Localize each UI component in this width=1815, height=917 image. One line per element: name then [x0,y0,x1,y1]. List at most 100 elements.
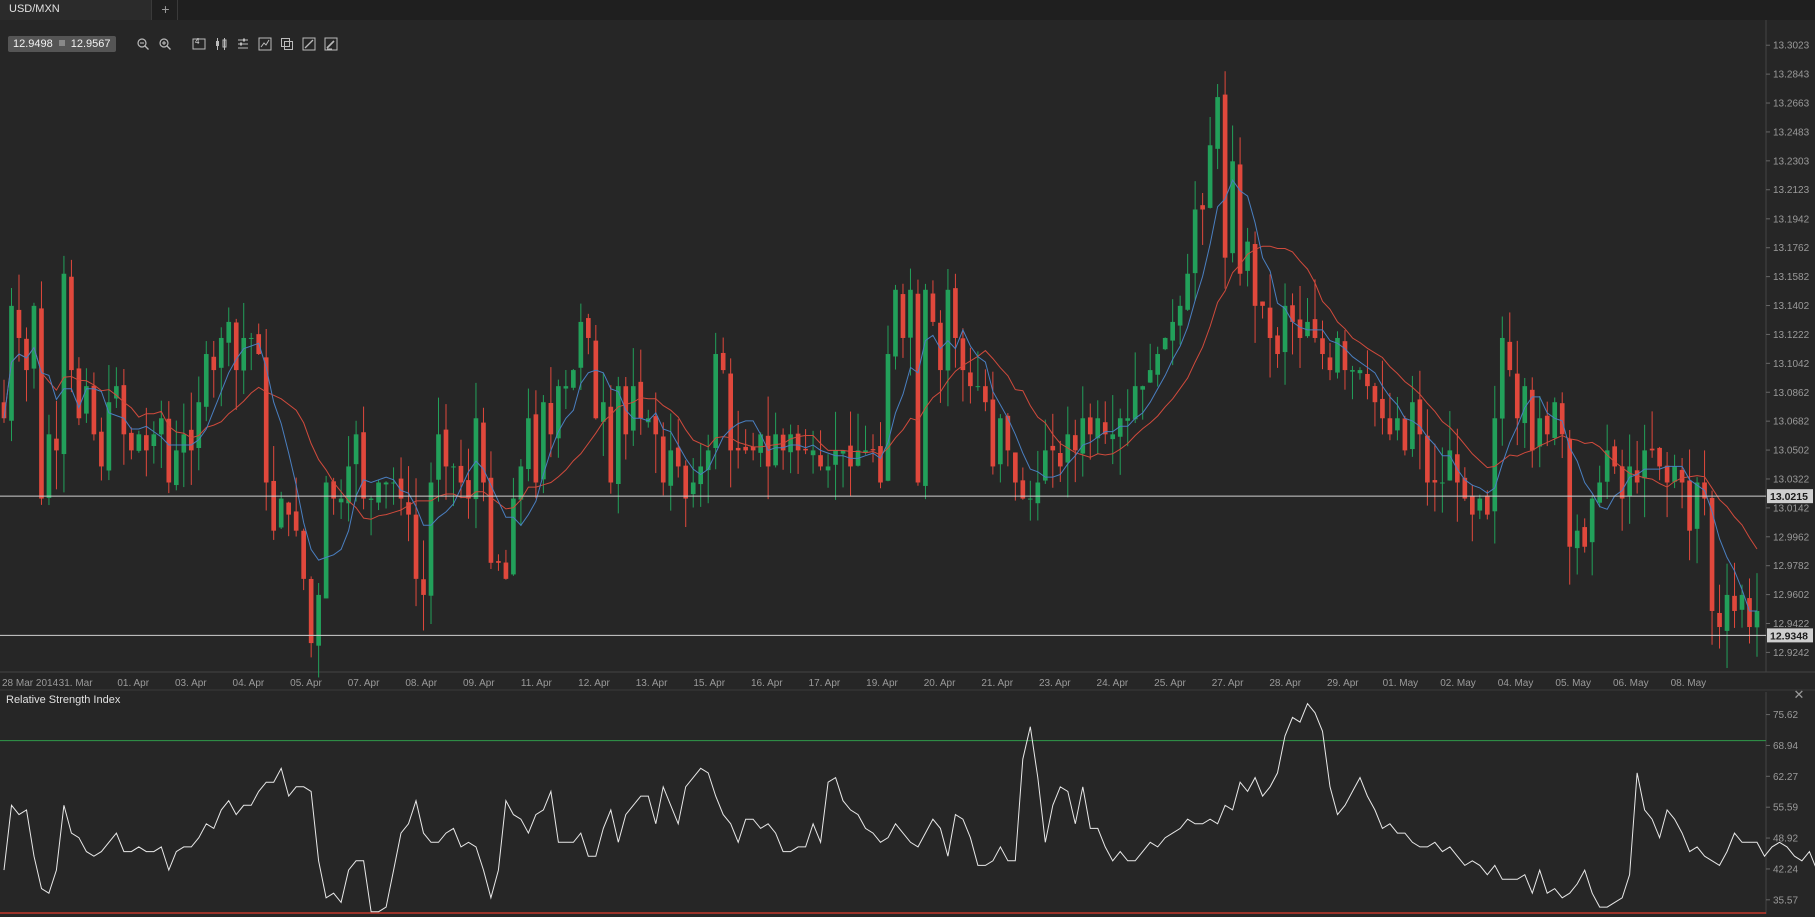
candle-body [488,477,494,563]
candle [1425,409,1430,506]
candle [376,479,381,511]
chart-type-icon[interactable] [256,35,274,53]
tab-usdmxn[interactable]: USD/MXN [0,0,152,20]
candle-body [1739,594,1745,610]
candle-body [1582,527,1588,547]
y-tick-label: 13.1222 [1773,330,1810,341]
candle-body [1612,446,1617,467]
candle [1387,392,1393,441]
candle [226,307,232,367]
candle-body [301,530,306,579]
candle-body [630,386,636,431]
candle [361,406,366,510]
candle-body [1672,466,1677,482]
candle-body [893,289,898,357]
x-tick-label: 31. Mar [59,678,94,689]
x-tick-label: 21. Apr [981,678,1013,689]
candle [144,407,149,477]
y-tick-label: 13.2663 [1773,99,1810,110]
candle [436,397,441,502]
candle-body [735,447,741,451]
candle [391,467,396,505]
indicators-icon[interactable] [234,35,252,53]
x-tick-label: 05. May [1555,678,1591,689]
candle [758,432,763,467]
zoom-out-icon[interactable] [134,35,152,53]
candle [720,337,726,374]
candle [1552,397,1558,446]
candle [1417,370,1423,470]
candle-body [1724,594,1730,631]
candle [278,491,284,529]
candle [1342,330,1348,390]
pen-icon[interactable] [322,35,340,53]
timeframe-icon[interactable]: 4 [190,35,208,53]
candle-body [983,386,988,403]
candle [1222,71,1228,289]
candle [863,425,868,455]
candle-body [16,309,22,338]
candle-body [1117,418,1123,437]
candle-body [586,318,591,338]
ask-price: 12.9567 [70,38,111,50]
candle [1350,365,1355,400]
candle [301,528,306,591]
candle-body [241,337,247,371]
candle-body [556,386,561,439]
candle-body [443,429,449,467]
candle [810,430,816,474]
candle [353,420,359,502]
candle-body [1470,495,1475,515]
zoom-in-icon[interactable] [156,35,174,53]
candle-body [885,354,891,481]
candle-body [1395,418,1400,431]
draw-icon[interactable] [300,35,318,53]
candle [39,281,44,505]
candle-body [1440,482,1445,484]
candle-body [353,434,359,465]
y-tick-label: 13.0862 [1773,388,1810,399]
candle [1634,440,1640,494]
candle [1664,452,1670,518]
candle-body [346,466,351,504]
candle-body [1140,386,1146,390]
candle [188,392,194,485]
candle-body [1125,418,1131,421]
price-pane [0,20,1766,672]
y-tick-label: 13.2483 [1773,127,1810,138]
candle [1499,316,1505,446]
candle-body [181,434,187,453]
candle-body [593,340,599,419]
candle-body [1102,422,1108,435]
candle-body [308,578,314,644]
candle-body [1567,439,1573,547]
candle [683,460,689,528]
candle [24,327,29,402]
add-tab-button[interactable]: + [154,0,178,20]
candle-body [1110,434,1116,440]
candle [1582,518,1588,553]
candle-body [114,386,119,399]
candle [338,479,344,519]
candle [16,274,22,362]
candle [286,501,291,537]
candle [323,475,329,599]
candle-body [1215,97,1220,149]
candle [1514,340,1520,446]
candle [398,457,404,516]
candle [825,454,831,488]
candle-body [578,321,584,368]
rsi-tick-label: 68.94 [1773,741,1798,752]
x-tick-label: 13. Apr [636,678,668,689]
y-tick-label: 13.3023 [1773,41,1810,52]
candle-body [1709,497,1715,611]
close-icon[interactable]: ✕ [1793,687,1805,702]
candle [1042,419,1048,484]
candles-icon[interactable] [212,35,230,53]
objects-icon[interactable] [278,35,296,53]
candle-body [1237,164,1243,274]
candle-body [503,562,509,579]
candle-body [930,293,936,322]
ma-fast-line [3,179,1757,612]
